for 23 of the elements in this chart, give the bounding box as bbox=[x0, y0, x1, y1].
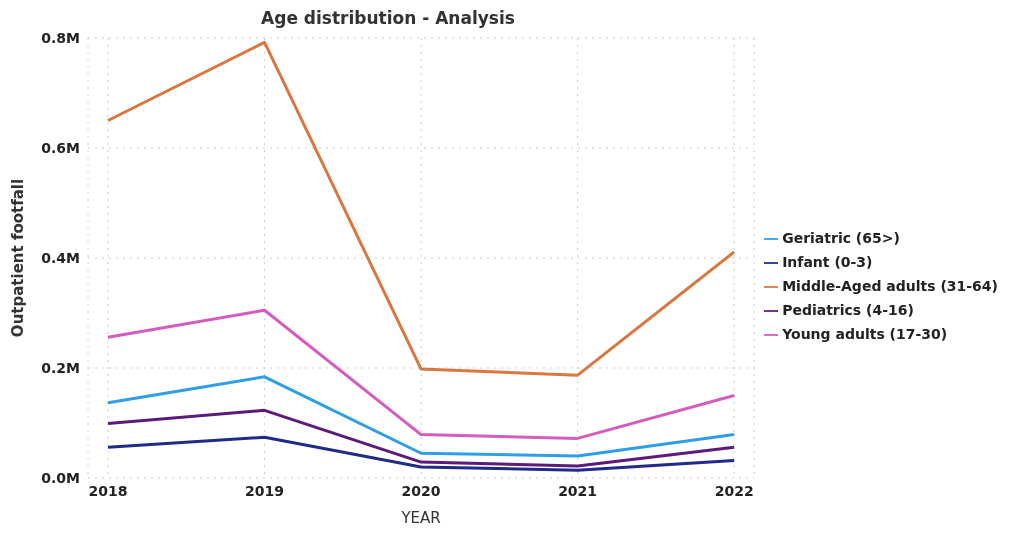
y-tick-label: 0.0M bbox=[41, 469, 80, 486]
y-tick-label: 0.2M bbox=[41, 359, 80, 376]
line-series bbox=[106, 375, 736, 458]
x-tick-label: 2018 bbox=[88, 482, 128, 499]
y-tick-label: 0.4M bbox=[41, 249, 80, 266]
line-series bbox=[106, 40, 736, 377]
x-tick-label: 2022 bbox=[714, 482, 754, 499]
line-series bbox=[106, 308, 736, 440]
line-series bbox=[106, 408, 736, 468]
legend-label: Middle-Aged adults (31-64) bbox=[782, 277, 998, 294]
y-tick-label: 0.8M bbox=[41, 29, 80, 46]
line-series bbox=[106, 435, 736, 472]
legend-label: Pediatrics (4-16) bbox=[782, 301, 914, 318]
x-tick-label: 2020 bbox=[401, 482, 441, 499]
legend-label: Geriatric (65>) bbox=[782, 229, 900, 246]
x-tick-label: 2019 bbox=[245, 482, 285, 499]
x-axis-title: YEAR bbox=[400, 509, 441, 527]
y-axis-title: Outpatient footfall bbox=[9, 178, 28, 338]
x-tick-label: 2021 bbox=[558, 482, 598, 499]
chart-title: Age distribution - Analysis bbox=[260, 8, 516, 28]
legend-label: Young adults (17-30) bbox=[782, 325, 948, 342]
y-tick-label: 0.6M bbox=[41, 139, 80, 156]
legend-label: Infant (0-3) bbox=[782, 253, 873, 270]
